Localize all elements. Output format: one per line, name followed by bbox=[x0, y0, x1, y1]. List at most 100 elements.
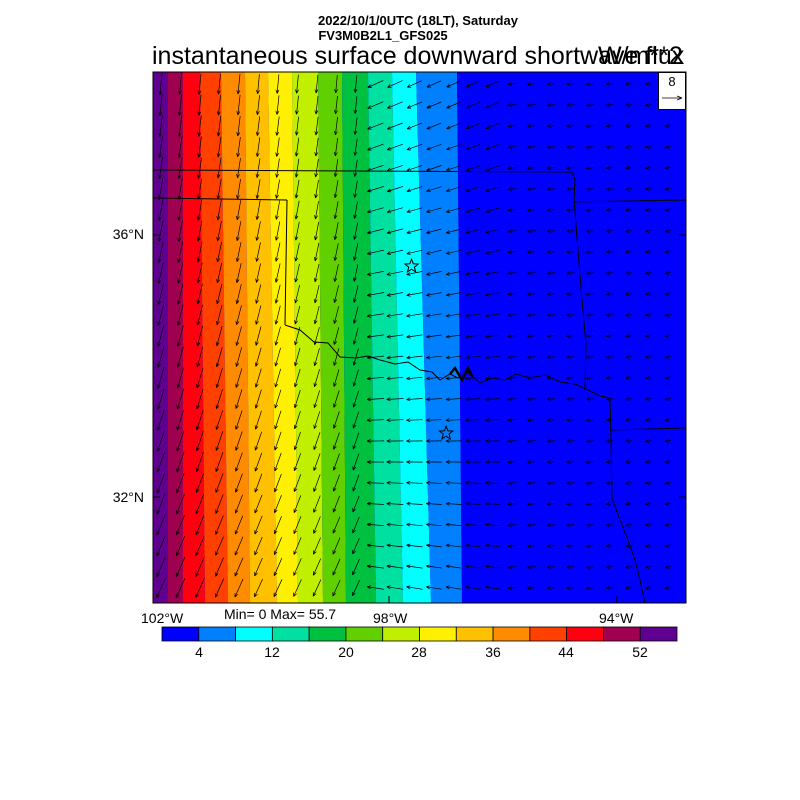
wind-arrow bbox=[275, 200, 281, 220]
texas-louisiana-border bbox=[609, 397, 646, 604]
wind-arrow bbox=[157, 346, 165, 368]
units-label: W/m**2 bbox=[598, 42, 683, 70]
wind-arrow bbox=[625, 208, 633, 212]
wind-arrow bbox=[664, 166, 672, 170]
wind-arrow bbox=[274, 242, 281, 262]
wind-arrow bbox=[294, 221, 300, 241]
flux-band bbox=[168, 72, 183, 603]
wind-arrow bbox=[235, 368, 243, 388]
wind-arrow bbox=[527, 103, 536, 107]
wind-arrow bbox=[157, 262, 164, 284]
wind-arrow bbox=[645, 418, 652, 422]
wind-arrow bbox=[546, 523, 556, 527]
wind-arrow bbox=[625, 502, 633, 506]
wind-arrow bbox=[235, 452, 243, 472]
wind-arrow bbox=[294, 326, 301, 346]
wind-arrow bbox=[352, 390, 359, 408]
wind-arrow bbox=[314, 221, 320, 241]
wind-arrow bbox=[465, 460, 481, 464]
wind-arrow bbox=[314, 158, 319, 178]
wind-arrow bbox=[625, 292, 633, 296]
wind-arrow bbox=[294, 347, 301, 367]
wind-arrow bbox=[664, 229, 672, 233]
wind-arrow bbox=[157, 283, 164, 305]
wind-arrow bbox=[333, 369, 340, 387]
wind-arrow bbox=[485, 480, 500, 485]
wind-arrow bbox=[527, 523, 536, 527]
wind-arrow bbox=[586, 292, 594, 296]
wind-arrow bbox=[176, 304, 184, 326]
wind-arrow bbox=[426, 522, 442, 527]
wind-arrow bbox=[605, 145, 614, 149]
wind-arrow bbox=[333, 159, 339, 177]
wind-arrow bbox=[605, 166, 614, 170]
wind-arrow bbox=[566, 502, 575, 506]
wind-arrow bbox=[406, 313, 423, 318]
wind-arrow bbox=[566, 208, 575, 212]
wind-arrow bbox=[586, 586, 594, 590]
wind-arrow bbox=[293, 410, 301, 430]
wind-arrow bbox=[352, 327, 359, 345]
wind-arrow bbox=[352, 558, 360, 576]
wind-arrow bbox=[546, 355, 556, 359]
wind-arrow bbox=[255, 221, 261, 241]
wind-arrow bbox=[465, 249, 481, 255]
wind-arrow bbox=[176, 388, 185, 410]
wind-arrow bbox=[366, 501, 385, 506]
wind-arrow bbox=[274, 410, 282, 430]
wind-arrow bbox=[157, 220, 164, 242]
wind-arrow bbox=[314, 116, 319, 136]
wind-arrow bbox=[236, 158, 241, 179]
wind-arrow bbox=[605, 229, 614, 233]
wind-arrow bbox=[645, 82, 652, 86]
wind-arrow bbox=[625, 271, 633, 275]
wind-arrow bbox=[215, 452, 224, 472]
wind-arrow bbox=[274, 368, 282, 388]
wind-arrow bbox=[235, 347, 243, 367]
wind-arrow bbox=[177, 241, 184, 263]
wind-arrow bbox=[313, 327, 320, 346]
wind-arrow bbox=[406, 501, 423, 506]
wind-arrow bbox=[664, 124, 672, 128]
wind-arrow bbox=[586, 103, 594, 107]
wind-arrow bbox=[366, 249, 384, 255]
wind-arrow bbox=[645, 565, 652, 569]
wind-arrow bbox=[645, 145, 652, 149]
wind-arrow bbox=[406, 207, 423, 214]
wind-arrow bbox=[465, 522, 481, 527]
wind-arrow bbox=[465, 101, 480, 109]
wind-arrow bbox=[507, 334, 517, 338]
wind-arrow bbox=[353, 96, 358, 114]
wind-arrow bbox=[605, 460, 614, 464]
wind-arrow bbox=[566, 250, 575, 254]
wind-arrow bbox=[196, 325, 204, 347]
wind-arrow bbox=[195, 473, 205, 494]
wind-arrow bbox=[507, 313, 517, 317]
wind-arrow bbox=[255, 242, 261, 262]
wind-arrow bbox=[465, 122, 481, 130]
wind-arrow bbox=[215, 326, 223, 347]
wind-arrow bbox=[406, 271, 423, 276]
wind-arrow bbox=[334, 96, 338, 115]
wind-arrow bbox=[216, 241, 222, 263]
wind-arrow bbox=[215, 347, 223, 368]
wind-arrow bbox=[216, 136, 222, 158]
wind-arrow bbox=[406, 376, 423, 381]
wind-arrow bbox=[255, 326, 262, 346]
wind-arrow bbox=[386, 249, 404, 255]
wind-arrow bbox=[386, 376, 404, 381]
wind-arrow bbox=[293, 579, 302, 597]
wind-arrow bbox=[386, 564, 404, 569]
wind-arrow bbox=[176, 409, 185, 431]
wind-arrow bbox=[333, 138, 339, 157]
wind-arrow bbox=[235, 431, 243, 451]
kansas-oklahoma-border bbox=[152, 169, 573, 173]
wind-arrow bbox=[406, 460, 423, 464]
wind-arrow bbox=[195, 494, 205, 515]
wind-arrow bbox=[465, 313, 481, 318]
wind-arrow bbox=[546, 397, 556, 401]
wind-arrow bbox=[527, 355, 536, 359]
wind-arrow bbox=[386, 439, 404, 443]
flux-band bbox=[416, 72, 462, 603]
